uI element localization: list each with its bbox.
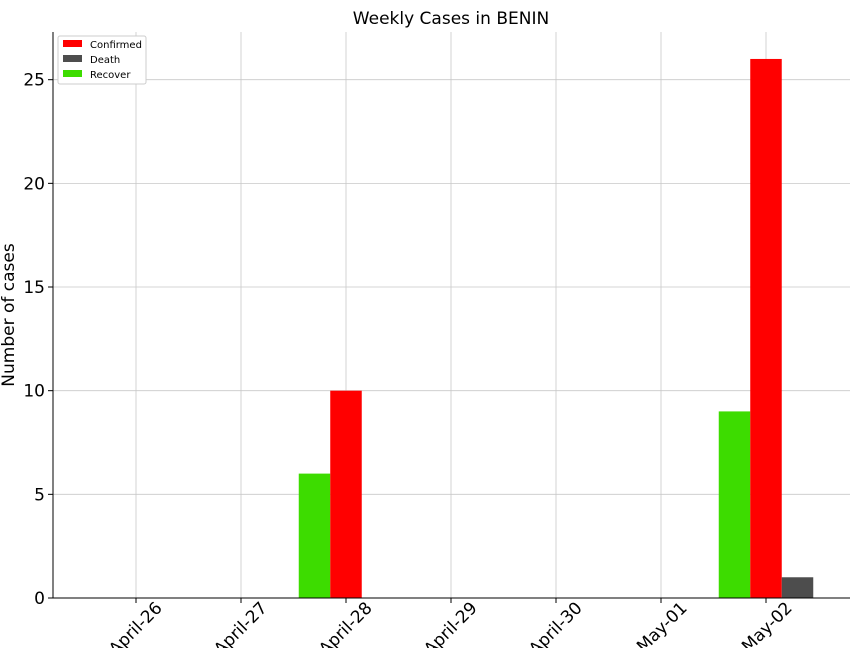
- bars: [298, 58, 814, 598]
- tick-labels: 0 5 10 15 20 25 April-26 April-27 April-28 April-…: [23, 71, 796, 648]
- x-tick-label: April-29: [420, 598, 481, 648]
- legend-swatch-recover: [63, 70, 82, 77]
- x-tick-label: April-27: [210, 598, 271, 648]
- legend-swatch-death: [63, 55, 82, 62]
- chart-title: Weekly Cases in BENIN: [353, 9, 549, 29]
- x-tick-label: May-02: [738, 598, 796, 648]
- bar-recover-april-28: [298, 473, 331, 598]
- legend-swatch-confirmed: [63, 40, 82, 47]
- y-tick-label: 20: [23, 174, 45, 194]
- y-tick-label: 15: [23, 278, 45, 298]
- y-tick-label: 5: [34, 485, 45, 505]
- bar-death-may-02: [781, 577, 814, 598]
- x-tick-label: April-26: [105, 598, 166, 648]
- x-tick-label: April-28: [315, 598, 376, 648]
- y-tick-label: 25: [23, 71, 45, 91]
- x-tick-label: May-01: [633, 598, 691, 648]
- bar-confirmed-april-28: [330, 390, 362, 598]
- bar-recover-may-02: [718, 411, 751, 598]
- y-tick-label: 0: [34, 589, 45, 609]
- legend-label-confirmed: Confirmed: [90, 40, 142, 51]
- y-tick-label: 10: [23, 382, 45, 402]
- x-tick-label: April-30: [525, 598, 586, 648]
- legend-label-death: Death: [90, 55, 120, 66]
- legend-label-recover: Recover: [90, 70, 131, 81]
- legend: Confirmed Death Recover: [57, 35, 147, 85]
- y-axis-label: Number of cases: [0, 243, 19, 387]
- bar-confirmed-may-02: [750, 58, 782, 598]
